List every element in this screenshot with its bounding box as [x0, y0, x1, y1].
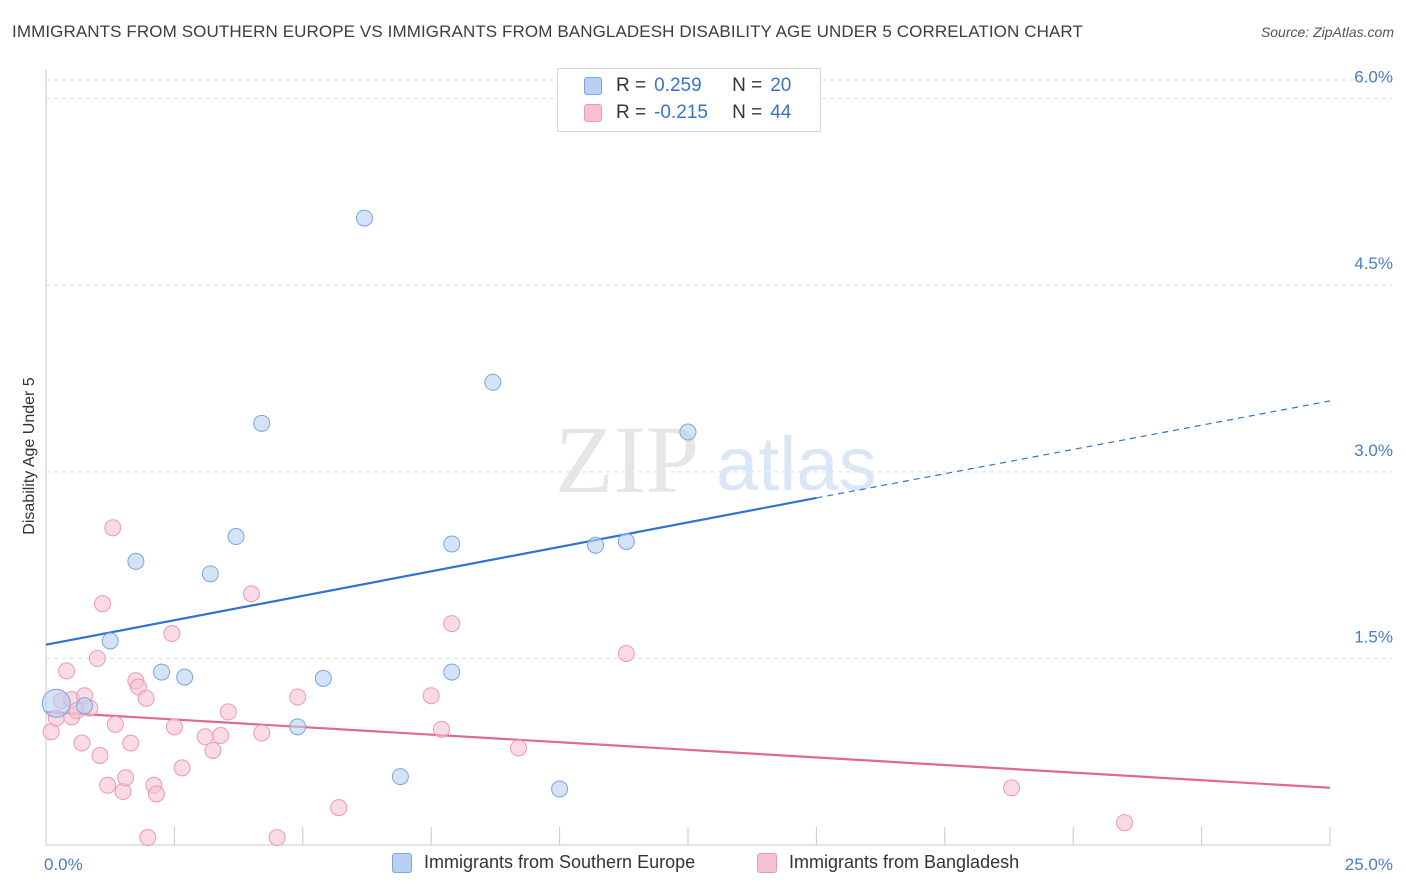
legend-row-bangladesh: R = -0.215 N = 44 [584, 101, 791, 125]
legend-row-southern-europe: R = 0.259 N = 20 [584, 74, 791, 98]
legend-r-value: -0.215 [654, 102, 708, 123]
data-point-southern-europe [76, 697, 94, 715]
data-point-southern-europe [314, 669, 332, 687]
data-point-bangladesh [510, 739, 528, 757]
tick-labels: 1.5% 3.0% 4.5% 6.0% 0.0% 25.0% [44, 68, 1393, 874]
data-point-bangladesh [422, 687, 440, 705]
data-point-southern-europe [355, 209, 373, 227]
data-points [41, 209, 1134, 847]
legend-swatch-blue [584, 77, 602, 95]
trend-line-bangladesh [45, 710, 1331, 789]
data-point-southern-europe [127, 552, 145, 570]
data-point-bangladesh [88, 649, 106, 667]
y-tick-label: 1.5% [1354, 627, 1393, 646]
legend-r-value: 0.259 [654, 75, 702, 96]
data-point-bangladesh [137, 689, 155, 707]
data-point-southern-europe [391, 768, 409, 786]
y-tick-label: 4.5% [1354, 254, 1393, 273]
data-point-southern-europe [153, 663, 171, 681]
data-point-southern-europe [101, 632, 119, 650]
y-tick-label: 3.0% [1354, 441, 1393, 460]
data-point-bangladesh [212, 727, 230, 745]
bottom-legend-bangladesh: Immigrants from Bangladesh [757, 852, 1019, 873]
data-point-bangladesh [219, 703, 237, 721]
data-point-bangladesh [73, 734, 91, 752]
data-point-bangladesh [268, 829, 286, 847]
data-point-bangladesh [253, 724, 271, 742]
legend-r-label: R = [616, 102, 647, 123]
data-point-bangladesh [1116, 814, 1134, 832]
data-point-southern-europe [484, 373, 502, 391]
watermark-zip: ZIP [555, 406, 699, 513]
data-point-southern-europe [443, 535, 461, 553]
data-point-southern-europe [587, 536, 605, 554]
data-point-southern-europe [176, 668, 194, 686]
watermark-atlas: atlas [716, 422, 877, 507]
data-point-southern-europe [443, 663, 461, 681]
data-point-bangladesh [165, 718, 183, 736]
data-point-southern-europe [41, 688, 71, 718]
data-point-bangladesh [432, 720, 450, 738]
data-point-bangladesh [58, 662, 76, 680]
data-point-bangladesh [99, 776, 117, 794]
data-point-southern-europe [253, 414, 271, 432]
bottom-legend-southern-europe: Immigrants from Southern Europe [392, 852, 695, 873]
x-tick-label: 0.0% [44, 855, 83, 874]
data-point-southern-europe [551, 780, 569, 798]
y-axis-label: Disability Age Under 5 [21, 377, 38, 535]
legend-n-label: N = [732, 75, 763, 96]
legend-r-label: R = [616, 75, 647, 96]
data-point-bangladesh [106, 715, 124, 733]
data-point-bangladesh [117, 769, 135, 787]
data-point-bangladesh [91, 746, 109, 764]
chart-title: IMMIGRANTS FROM SOUTHERN EUROPE VS IMMIG… [12, 22, 1083, 41]
data-point-southern-europe [289, 718, 307, 736]
x-tick-label: 25.0% [1345, 855, 1393, 874]
bottom-legend-swatch-pink [757, 852, 777, 873]
correlation-legend: R = 0.259 N = 20 R = -0.215 N = 44 [557, 68, 821, 132]
data-point-bangladesh [122, 734, 140, 752]
trend-lines [45, 400, 1331, 789]
legend-n-value: 20 [770, 75, 792, 96]
data-point-southern-europe [227, 528, 245, 546]
legend-swatch-pink [584, 104, 602, 122]
y-tick-label: 6.0% [1354, 68, 1393, 87]
data-point-southern-europe [617, 532, 635, 550]
data-point-bangladesh [1003, 779, 1021, 797]
data-point-bangladesh [93, 595, 111, 613]
data-point-bangladesh [617, 644, 635, 662]
axes [45, 70, 1331, 846]
data-point-bangladesh [147, 785, 165, 803]
watermark: ZIP atlas [555, 406, 877, 513]
bottom-legend-swatch-blue [392, 852, 412, 873]
bottom-legend-label: Immigrants from Southern Europe [424, 852, 696, 872]
legend-n-label: N = [732, 102, 763, 123]
data-point-bangladesh [330, 799, 348, 817]
data-point-bangladesh [104, 519, 122, 537]
bottom-legend-label: Immigrants from Bangladesh [789, 852, 1020, 872]
gridlines [46, 79, 1392, 659]
source-label: Source: ZipAtlas.com [1260, 24, 1394, 40]
data-point-bangladesh [163, 625, 181, 643]
legend-n-value: 44 [770, 102, 792, 123]
trend-line-southern-europe [45, 496, 817, 646]
data-point-southern-europe [201, 565, 219, 583]
data-point-bangladesh [139, 829, 157, 847]
data-point-bangladesh [242, 585, 260, 603]
data-point-bangladesh [173, 759, 191, 777]
data-point-bangladesh [443, 615, 461, 633]
trend-line-southern-europe-projection [816, 400, 1331, 499]
data-point-bangladesh [289, 688, 307, 706]
data-point-bangladesh [204, 741, 222, 759]
data-point-southern-europe [679, 423, 697, 441]
